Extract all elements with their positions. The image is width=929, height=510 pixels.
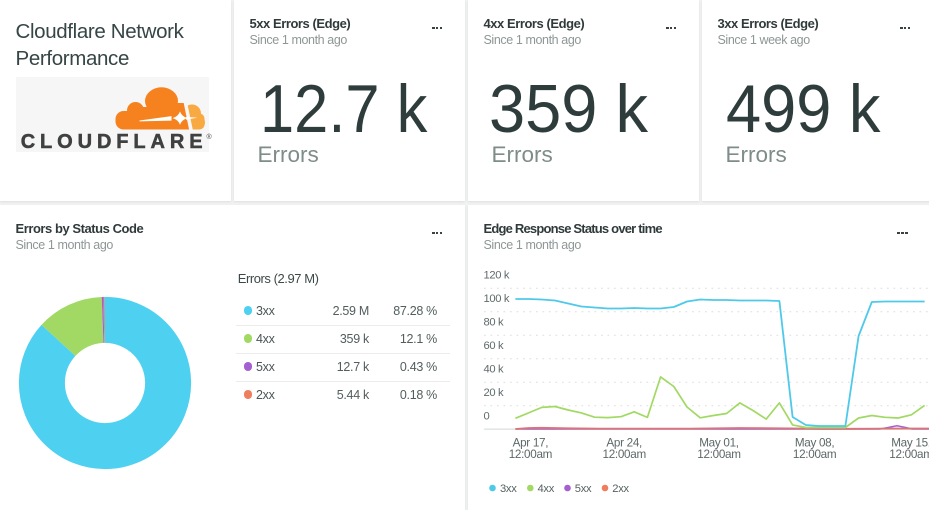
svg-text:20 k: 20 k [484,387,505,399]
svg-text:12:00am: 12:00am [697,448,740,461]
svg-text:5xx: 5xx [575,483,592,495]
svg-text:80 k: 80 k [484,317,505,329]
svg-text:Apr 17,: Apr 17, [513,437,549,450]
svg-text:3xx: 3xx [500,483,517,495]
svg-text:2xx: 2xx [612,483,629,495]
svg-text:May 01,: May 01, [699,437,739,450]
svg-text:40 k: 40 k [484,364,505,376]
svg-text:120 k: 120 k [484,270,510,282]
svg-text:100 k: 100 k [484,293,510,305]
svg-text:4xx: 4xx [538,483,555,495]
svg-text:Apr 24,: Apr 24, [606,437,642,450]
svg-text:12:00am: 12:00am [889,448,929,461]
svg-text:12:00am: 12:00am [793,448,836,461]
svg-text:May 15,: May 15, [891,437,929,450]
svg-text:60 k: 60 k [484,340,505,352]
svg-text:12:00am: 12:00am [603,448,646,461]
svg-text:0: 0 [484,411,490,423]
svg-text:May 08,: May 08, [795,437,835,450]
svg-text:12:00am: 12:00am [509,448,552,461]
